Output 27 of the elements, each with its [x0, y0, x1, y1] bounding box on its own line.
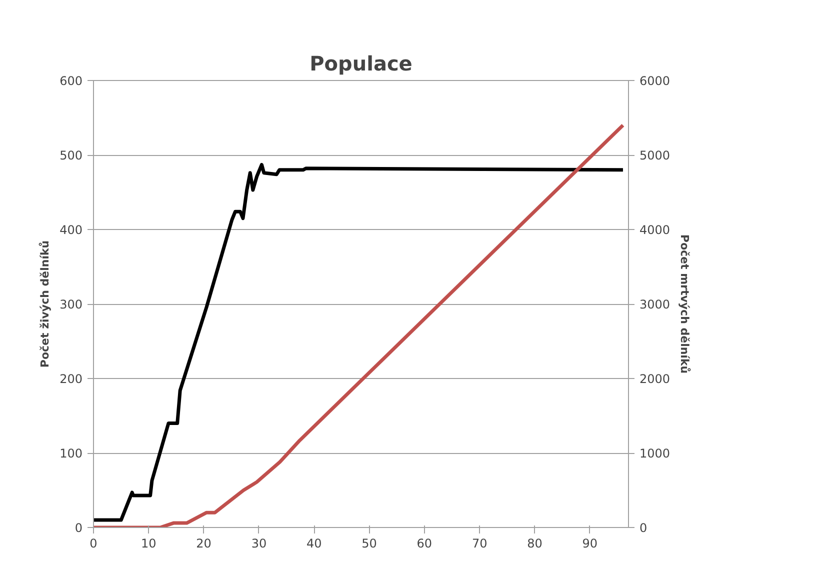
y2-tick-label: 0 [640, 521, 648, 535]
x-tick-label: 0 [90, 536, 98, 550]
x-tick-label: 30 [251, 536, 267, 550]
x-tick-label: 50 [362, 536, 377, 550]
y2-axis-title: Počet mrtvých dělníků [678, 234, 692, 374]
y-tick-label: 300 [60, 298, 82, 312]
x-tick-label: 20 [196, 536, 212, 550]
y-tick-label: 500 [60, 148, 82, 162]
y-axis-title: Počet živých dělníků [38, 240, 52, 368]
y2-tick-label: 4000 [640, 223, 670, 237]
x-tick-label: 40 [306, 536, 322, 550]
x-tick-label: 90 [582, 536, 598, 550]
x-tick-label: 60 [416, 536, 432, 550]
y2-tick-label: 2000 [640, 372, 670, 386]
y-tick-label: 0 [74, 521, 83, 535]
chart-title: Populace [310, 52, 412, 76]
x-tick-label: 70 [472, 536, 488, 550]
y-tick-label: 200 [60, 372, 82, 386]
y2-tick-label: 3000 [640, 298, 670, 312]
y2-tick-label: 6000 [640, 74, 670, 88]
y-tick-label: 600 [60, 74, 82, 88]
y-tick-label: 100 [60, 446, 82, 460]
x-tick-label: 80 [527, 536, 542, 550]
y-tick-label: 400 [60, 223, 82, 237]
y2-tick-label: 1000 [640, 446, 670, 460]
x-tick-label: 10 [141, 536, 156, 550]
y2-tick-label: 5000 [640, 148, 670, 162]
